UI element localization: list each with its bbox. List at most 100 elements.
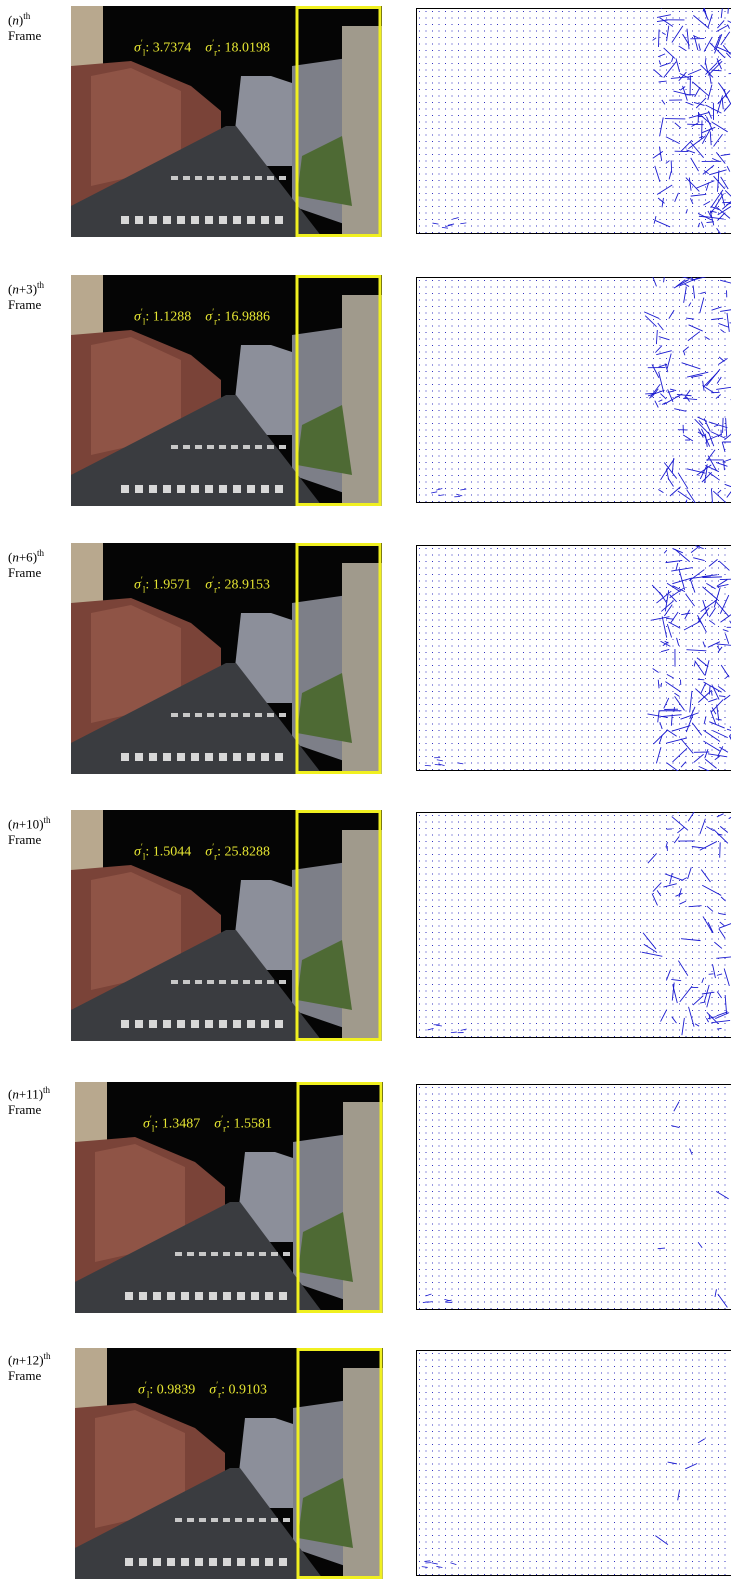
crosswalk: [181, 1292, 189, 1300]
flow-vector: [686, 500, 687, 503]
crosswalk: [125, 1558, 133, 1566]
crosswalk: [251, 1558, 259, 1566]
frame-index: (n+12)th: [8, 1348, 51, 1368]
sigma-symbol: σ: [134, 578, 141, 593]
right-edge-building: [343, 1368, 383, 1579]
crosswalk: [175, 1252, 182, 1256]
crosswalk: [183, 980, 190, 984]
frame-sup: th: [37, 280, 44, 290]
crosswalk: [121, 485, 129, 493]
sigma-sep: :: [154, 1117, 158, 1132]
crosswalk: [251, 1292, 259, 1300]
crosswalk: [135, 1020, 143, 1028]
crosswalk: [195, 176, 202, 180]
crosswalk: [235, 1252, 242, 1256]
crosswalk: [223, 1558, 231, 1566]
crosswalk: [283, 1518, 290, 1522]
crosswalk: [219, 753, 227, 761]
sigma-value: 18.0198: [225, 41, 271, 56]
right-edge-building: [342, 563, 382, 774]
frame-offset: +11: [19, 1086, 39, 1101]
frame-offset: +12: [19, 1352, 39, 1367]
crosswalk: [163, 216, 171, 224]
crosswalk: [267, 176, 274, 180]
crosswalk: [163, 485, 171, 493]
crosswalk: [279, 713, 286, 717]
crosswalk: [183, 445, 190, 449]
frame-word: Frame: [8, 832, 51, 848]
crosswalk: [259, 1252, 266, 1256]
crosswalk: [135, 485, 143, 493]
sigma-symbol: σ: [134, 41, 141, 56]
crosswalk: [235, 1518, 242, 1522]
sigma-value: 25.8288: [225, 845, 271, 860]
crosswalk: [233, 1020, 241, 1028]
frame-label: (n+12)thFrame: [8, 1348, 51, 1384]
crosswalk: [163, 753, 171, 761]
crosswalk: [167, 1292, 175, 1300]
crosswalk: [233, 753, 241, 761]
frame-label: (n)thFrame: [8, 8, 41, 44]
crosswalk: [171, 980, 178, 984]
right-edge-building: [343, 1102, 383, 1313]
right-edge-building: [342, 830, 382, 1041]
crosswalk: [243, 713, 250, 717]
crosswalk: [187, 1518, 194, 1522]
crosswalk: [211, 1252, 218, 1256]
crosswalk: [209, 1558, 217, 1566]
crosswalk: [255, 713, 262, 717]
flow-vector: [717, 1028, 722, 1029]
crosswalk: [207, 176, 214, 180]
frame-sup: th: [23, 11, 30, 21]
frame-sup: th: [43, 1085, 50, 1095]
crosswalk: [187, 1252, 194, 1256]
crosswalk: [121, 216, 129, 224]
crosswalk: [275, 753, 283, 761]
crosswalk: [163, 1020, 171, 1028]
crosswalk: [149, 216, 157, 224]
sigma-value: 1.5581: [234, 1117, 273, 1132]
frame-word: Frame: [8, 1368, 51, 1384]
sigma-value: 28.9153: [225, 578, 271, 593]
sigma-value: 0.9839: [157, 1383, 196, 1398]
crosswalk: [243, 445, 250, 449]
crosswalk: [199, 1252, 206, 1256]
flow-vector: [713, 70, 721, 71]
crosswalk: [183, 176, 190, 180]
sigma-value: 1.3487: [162, 1117, 201, 1132]
crosswalk: [271, 1252, 278, 1256]
crosswalk: [247, 1252, 254, 1256]
frame-word: Frame: [8, 297, 44, 313]
crosswalk: [271, 1518, 278, 1522]
flow-vector: [671, 161, 672, 173]
crosswalk: [205, 485, 213, 493]
sigma-text: σ′l: 1.1288 σ′r: 16.9886: [134, 307, 270, 326]
frame-offset: +3: [19, 281, 33, 296]
sigma-text: σ′l: 0.9839 σ′r: 0.9103: [138, 1380, 267, 1399]
crosswalk: [247, 1518, 254, 1522]
flow-vector: [658, 29, 659, 47]
crosswalk: [195, 713, 202, 717]
frame-index: (n+3)th: [8, 277, 44, 297]
crosswalk: [283, 1252, 290, 1256]
crosswalk: [275, 216, 283, 224]
frame-word: Frame: [8, 1102, 50, 1118]
sigma-sep: :: [217, 310, 221, 325]
crosswalk: [139, 1558, 147, 1566]
frame-index: (n+6)th: [8, 545, 44, 565]
crosswalk: [255, 980, 262, 984]
crosswalk: [153, 1558, 161, 1566]
crosswalk: [205, 753, 213, 761]
crosswalk: [267, 713, 274, 717]
frame-label: (n+3)thFrame: [8, 277, 44, 313]
frame-label: (n+11)thFrame: [8, 1082, 50, 1118]
crosswalk: [177, 216, 185, 224]
crosswalk: [267, 445, 274, 449]
frame-index: (n+10)th: [8, 812, 51, 832]
crosswalk: [267, 980, 274, 984]
crosswalk: [223, 1252, 230, 1256]
crosswalk: [255, 176, 262, 180]
dot-field: [417, 546, 731, 770]
frame-label: (n+10)thFrame: [8, 812, 51, 848]
crosswalk: [195, 1292, 203, 1300]
